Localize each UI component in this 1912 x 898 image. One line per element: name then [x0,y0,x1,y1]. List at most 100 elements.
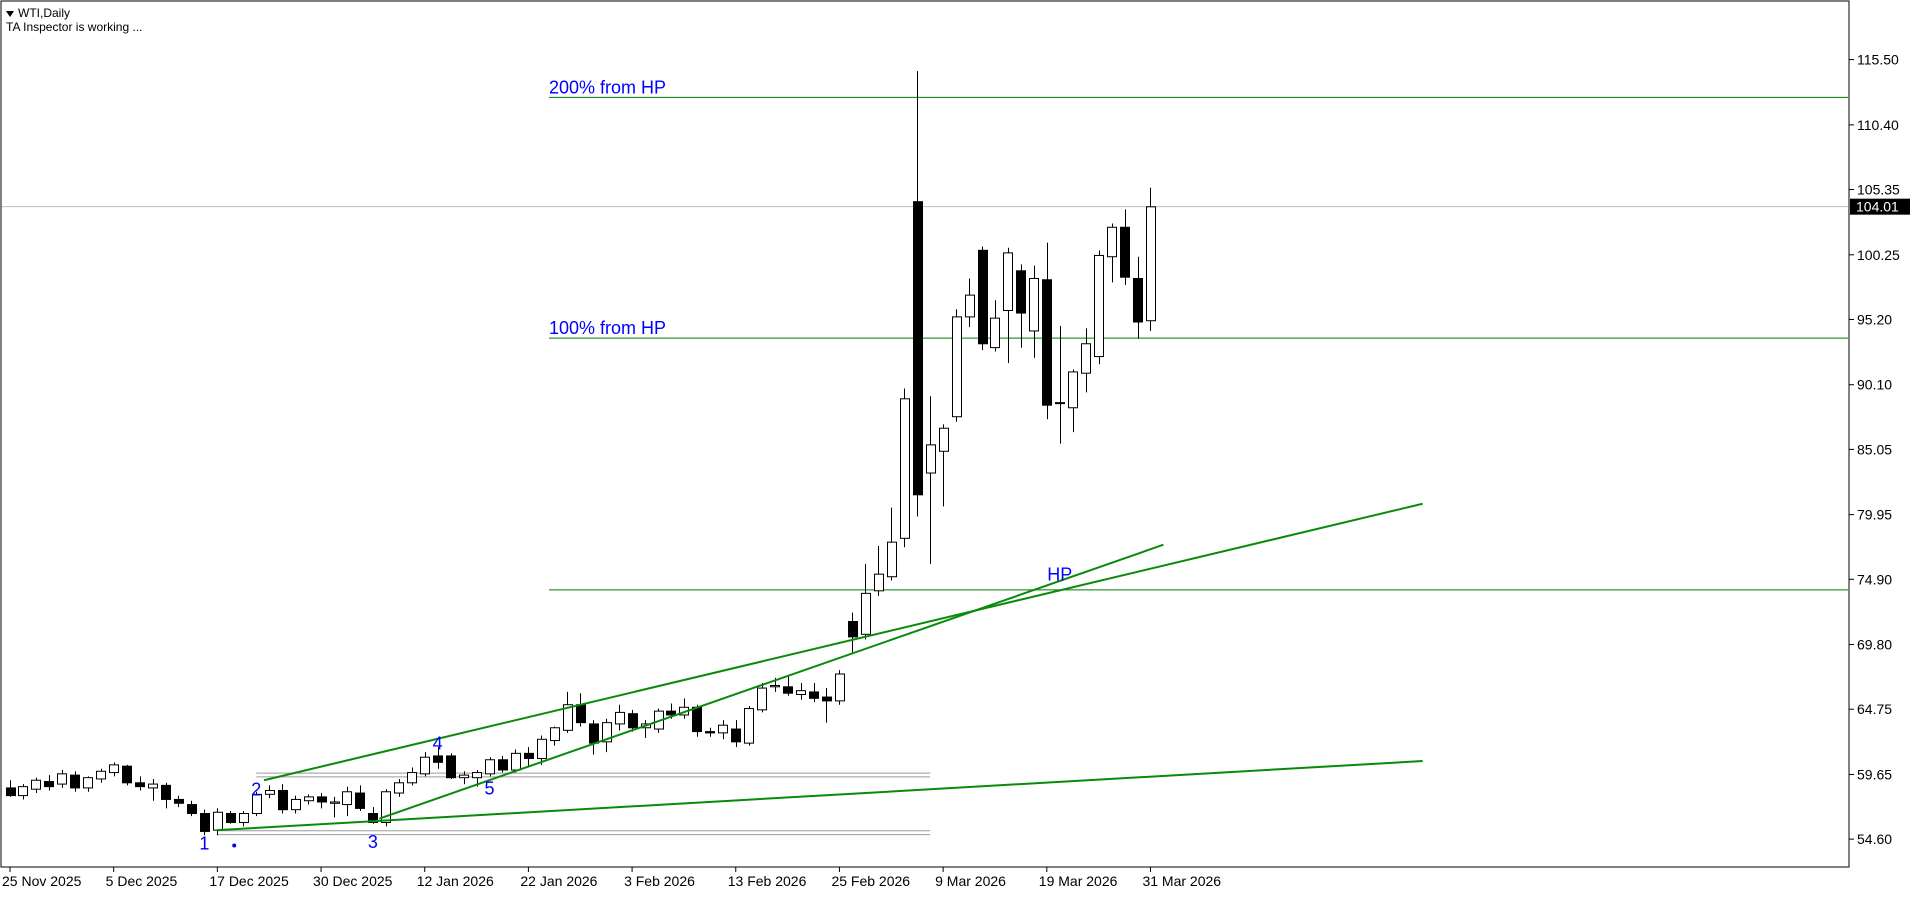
candle-body [252,793,262,815]
candle-body [342,791,352,806]
candle-body [187,804,197,815]
candle-37 [485,757,495,777]
candle-body [848,621,858,638]
candle-79 [1029,265,1039,358]
candle-6 [83,776,93,792]
candle-body [96,770,106,780]
candle-78 [1016,264,1026,348]
candle-22 [291,795,301,814]
candle-body [31,779,41,790]
candle-body [6,787,16,797]
support-lines [217,772,931,836]
candle-body [537,738,547,759]
candle-body [174,798,184,804]
candle-body [213,811,223,831]
candle-body [407,772,417,784]
y-tick-label-9: 69.80 [1857,637,1892,653]
candle-71 [926,396,936,564]
x-tick-label-9: 9 Mar 2026 [935,873,1006,889]
x-tick-label-8: 25 Feb 2026 [831,873,910,889]
candle-10 [135,776,145,791]
candle-body [666,710,676,716]
candle-body [602,722,612,743]
candle-83 [1081,328,1091,393]
symbol-header[interactable]: WTI,Daily [6,6,70,20]
candle-body [1146,206,1156,322]
candle-body [692,706,702,733]
candle-75 [978,246,988,351]
candle-20 [265,785,275,799]
candle-62 [809,682,819,703]
candle-body [148,783,158,789]
candle-66 [861,563,871,640]
y-tick-label-7: 79.95 [1857,507,1892,523]
candle-body [420,756,430,775]
candle-58 [757,682,767,713]
candle-8 [109,762,119,777]
candle-body [1003,252,1013,311]
wave-labels: 1 2 3 4 5 HP [199,565,1072,854]
x-tick-label-1: 5 Dec 2025 [106,873,178,889]
candle-76 [990,300,1000,352]
candle-70 [913,71,923,517]
candle-body [1107,226,1117,258]
candle-body [744,708,754,744]
candle-body [1016,270,1026,314]
candle-18 [239,810,249,827]
current-price-tag: 104.01 [1850,198,1910,215]
y-tick-label-8: 74.90 [1857,571,1892,587]
wave-label-1: 2 [251,780,261,800]
candle-68 [887,507,897,581]
y-axis: 115.50 110.40 105.35 100.25 95.20 90.10 85.05 7… [1849,52,1900,847]
candle-body [57,773,67,785]
candle-body [446,755,456,779]
candle-88 [1146,187,1156,331]
candle-41 [537,735,547,765]
y-tick-label-2: 105.35 [1857,182,1900,198]
candle-body [615,711,625,725]
candle-84 [1094,250,1104,365]
candle-3 [44,775,54,791]
candle-body [44,781,54,788]
candle-body [705,731,715,734]
candle-4 [57,770,67,788]
candle-body [550,727,560,742]
candle-11 [148,778,158,801]
candle-46 [602,718,612,753]
candle-body [83,777,93,789]
wave-label-5: HP [1047,565,1072,585]
candle-body [913,201,923,496]
x-tick-label-3: 30 Dec 2025 [313,873,393,889]
candle-body [835,673,845,702]
candle-body [291,798,301,811]
candle-body [304,796,314,802]
candle-body [1120,226,1130,278]
dropdown-triangle-icon[interactable] [6,10,14,17]
candle-body [861,592,871,635]
x-tick-label-6: 3 Feb 2026 [624,873,695,889]
plot-frame [0,0,1850,868]
candle-56 [731,720,741,747]
candle-body [900,398,910,539]
x-tick-label-7: 13 Feb 2026 [728,873,807,889]
candle-body [355,792,365,809]
trendline-1 [379,543,1164,820]
x-tick-label-2: 17 Dec 2025 [209,873,289,889]
candle-body [330,801,340,804]
candle-body [576,704,586,724]
candle-body [472,772,482,779]
fibo-levels: 200% from HP 100% from HP [549,77,1848,591]
candles [6,71,1156,836]
candle-40 [524,746,534,767]
candle-body [939,427,949,452]
level-label-0: 200% from HP [549,77,666,97]
x-tick-label-0: 25 Nov 2025 [2,873,82,889]
candle-13 [174,795,184,808]
price-tag-box [1850,198,1910,215]
candle-65 [848,612,858,653]
candle-body [978,249,988,345]
x-tick-label-5: 22 Jan 2026 [520,873,597,889]
candle-body [368,813,378,823]
